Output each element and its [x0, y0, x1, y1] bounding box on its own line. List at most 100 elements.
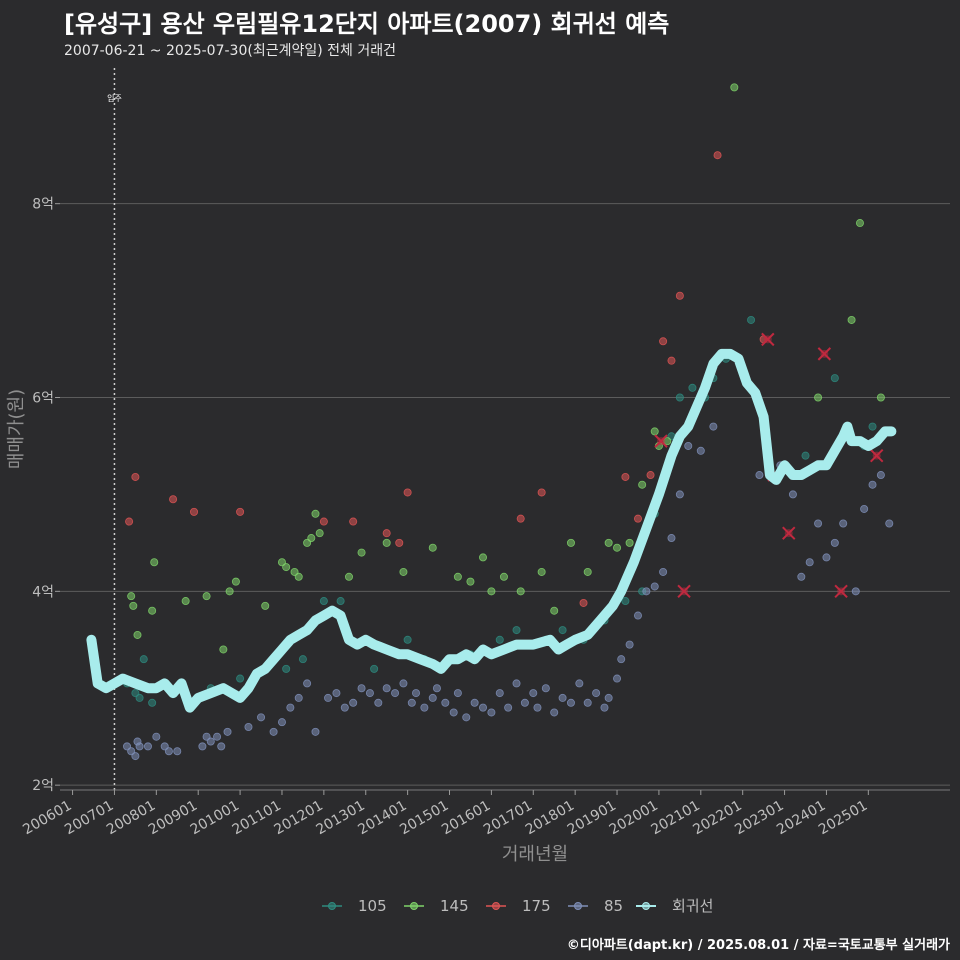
data-point	[357, 684, 366, 693]
data-point	[583, 698, 592, 707]
data-point	[709, 422, 718, 431]
data-point	[181, 597, 190, 606]
legend-label: 회귀선	[672, 897, 713, 915]
legend-key-dot	[492, 902, 500, 910]
legend-key-dot	[410, 902, 418, 910]
data-point	[365, 689, 374, 698]
chart-subtitle: 2007-06-21 ~ 2025-07-30(최근계약일) 전체 거래건	[64, 43, 396, 59]
data-point	[537, 567, 546, 576]
legend-label: 175	[522, 897, 551, 915]
data-point	[604, 693, 613, 702]
data-point	[885, 519, 894, 528]
data-point	[428, 693, 437, 702]
data-point	[684, 441, 693, 450]
axes: 2억4억6억8억20060120070120080120090120100120…	[6, 197, 950, 865]
data-point	[541, 684, 550, 693]
data-point	[839, 519, 848, 528]
data-point	[659, 337, 668, 346]
data-point	[311, 509, 320, 518]
data-point	[613, 674, 622, 683]
data-point	[152, 732, 161, 741]
data-point	[696, 446, 705, 455]
data-point	[512, 679, 521, 688]
data-point	[855, 219, 864, 228]
data-point	[675, 490, 684, 499]
data-point	[713, 151, 722, 160]
data-point	[190, 507, 199, 516]
data-point	[755, 471, 764, 480]
legend-key-dot	[574, 902, 582, 910]
data-point	[529, 689, 538, 698]
data-point	[236, 507, 245, 516]
data-point	[231, 577, 240, 586]
data-point	[125, 517, 134, 526]
data-point	[382, 538, 391, 547]
legend-label: 145	[440, 897, 469, 915]
data-point	[277, 718, 286, 727]
data-point	[257, 713, 266, 722]
scatter-points	[123, 83, 894, 761]
data-point	[135, 742, 144, 751]
data-point	[847, 315, 856, 324]
data-point	[127, 592, 136, 601]
data-point	[206, 737, 215, 746]
data-point	[236, 674, 245, 683]
data-point	[319, 517, 328, 526]
data-point	[403, 488, 412, 497]
legend-item-85: 85	[568, 897, 623, 915]
legend-label: 105	[358, 897, 387, 915]
data-point	[139, 655, 148, 664]
legend-item-105: 105	[322, 897, 387, 915]
legend-item-145: 145	[404, 897, 469, 915]
data-point	[150, 558, 159, 567]
data-point	[621, 472, 630, 481]
regression-layer	[86, 348, 897, 713]
data-point	[298, 655, 307, 664]
cancel-x-mark	[834, 584, 848, 599]
series-175	[125, 151, 797, 607]
data-point	[148, 698, 157, 707]
data-point	[579, 598, 588, 607]
data-point	[830, 538, 839, 547]
data-point	[621, 597, 630, 606]
series-145	[127, 83, 885, 654]
chart-title: [유성구] 용산 우림필유12단지 아파트(2007) 회귀선 예측	[64, 10, 670, 38]
data-point	[217, 742, 226, 751]
data-point	[487, 708, 496, 717]
cancel-x-mark	[869, 448, 884, 463]
data-point	[470, 698, 479, 707]
data-point	[307, 534, 316, 543]
y-tick-label: 4억	[32, 584, 54, 600]
data-point	[135, 693, 144, 702]
regression-line	[86, 348, 897, 713]
cancel-x-mark	[782, 526, 796, 540]
data-point	[801, 451, 810, 460]
data-point	[822, 553, 831, 562]
data-point	[600, 703, 609, 712]
data-point	[133, 630, 142, 639]
data-point	[533, 703, 542, 712]
data-point	[512, 626, 521, 635]
data-point	[499, 572, 508, 581]
data-point	[487, 587, 496, 596]
legend-key-dot	[642, 902, 650, 910]
data-point	[420, 703, 429, 712]
data-point	[583, 567, 592, 576]
data-point	[324, 693, 333, 702]
data-point	[282, 563, 291, 572]
x-tick-label: 202501	[816, 798, 870, 839]
cancel-x-mark	[677, 584, 691, 599]
data-point	[213, 732, 222, 741]
data-point	[566, 538, 575, 547]
data-point	[269, 727, 278, 736]
data-point	[303, 679, 312, 688]
data-point	[675, 393, 684, 402]
data-point	[814, 393, 823, 402]
data-point	[516, 587, 525, 596]
data-point	[558, 693, 567, 702]
cancel-x-mark	[761, 332, 775, 347]
data-point	[131, 752, 140, 761]
data-point	[374, 698, 383, 707]
data-point	[520, 698, 529, 707]
